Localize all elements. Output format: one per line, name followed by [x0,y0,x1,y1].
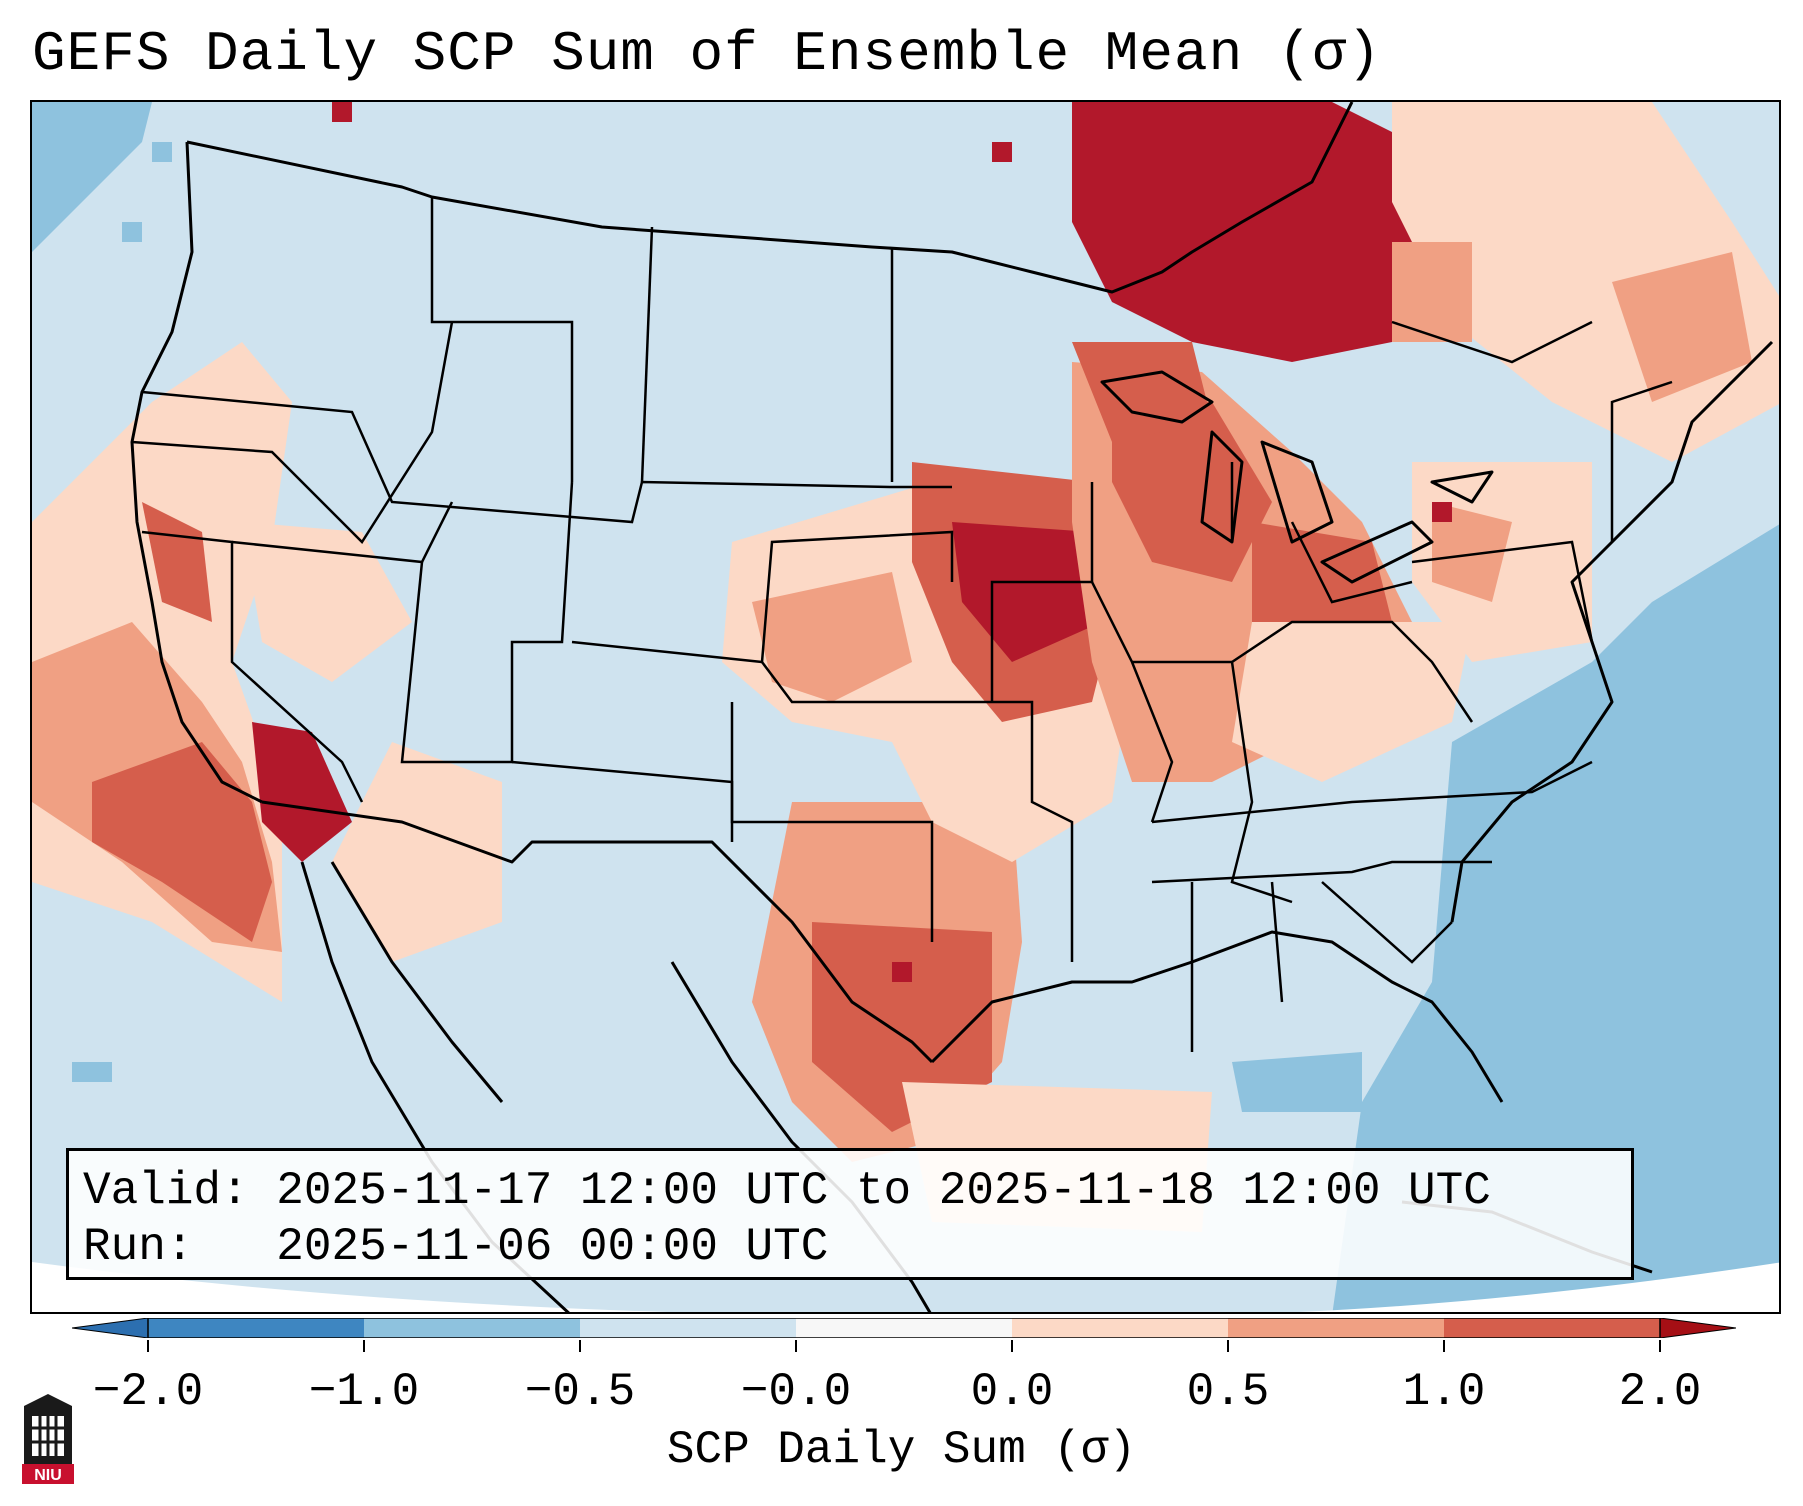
colorbar-tick-mark [579,1340,581,1352]
pixel [992,142,1012,162]
colorbar-tick-mark [363,1340,365,1352]
oklahoma-salmon [832,822,992,902]
colorbar-tick-label: 2.0 [1618,1366,1702,1418]
colorbar-tick-label: 0.0 [970,1366,1054,1418]
colorbar-segment-3 [796,1318,1012,1338]
pixel [152,142,172,162]
kansas-salmon [752,572,912,702]
great-basin-peach [242,522,412,682]
colorbar-outline [147,1318,1661,1338]
state-lines [131,197,1673,1052]
quebec-salmon [1392,242,1472,342]
iowa-darkred [952,522,1102,662]
maritime-salmon [1612,252,1752,402]
valid-run-box: Valid: 2025-11-17 12:00 UTC to 2025-11-1… [66,1148,1634,1280]
pixel [332,102,352,122]
map-panel [30,100,1781,1314]
pixel [122,222,142,242]
run-time: 2025-11-06 00:00 UTC [276,1221,829,1273]
colorbar-tick-mark [147,1340,149,1352]
colorbar [72,1318,1736,1338]
gulf-coast [930,930,1504,1103]
west-coast [130,141,263,804]
pixel [72,1062,112,1082]
gulf-of-california [330,861,504,1103]
colorbar-tick-label: 1.0 [1402,1366,1486,1418]
nevada-darkred [252,722,352,862]
lake-superior [1100,370,1214,424]
colorbar-tick-mark [795,1340,797,1352]
gulf-blue-patch [1232,1052,1362,1112]
niu-logo-text: NIU [34,1467,62,1484]
pixel [1152,282,1172,302]
colorbar-extend-right [1659,1318,1736,1338]
colorbar-ticks: −2.0 −1.0 −0.5 −0.0 0.0 0.5 1.0 2.0 [0,1340,1803,1418]
outside-domain-corner-right [1298,1262,1779,1312]
niu-logo-icon: NIU [22,1394,74,1484]
colorbar-label: SCP Daily Sum (σ) [666,1424,1137,1476]
colorbar-segment-5 [1228,1318,1444,1338]
norcal-red [142,502,212,622]
us-mexico-border [261,800,934,1064]
east-coast [1450,340,1774,923]
us-canada-border [186,102,1354,294]
scp-map [32,102,1779,1312]
pennsylvania-salmon [1432,502,1512,602]
lake-huron [1260,440,1334,544]
minnesota-red [1072,342,1212,442]
colorbar-segment-4 [1012,1318,1228,1338]
valid-label: Valid: [83,1165,249,1217]
colorbar-tick-label: 0.5 [1186,1366,1270,1418]
run-label: Run: [83,1221,194,1273]
colorbar-tick-label: −2.0 [92,1366,204,1418]
pixel [1432,502,1452,522]
colorbar-segment-6 [1444,1318,1660,1338]
colorbar-segment-1 [364,1318,580,1338]
atlantic-blue-area [1332,524,1779,1312]
texas-red [812,922,992,1132]
colorbar-segment-2 [580,1318,796,1338]
colorbar-tick-mark [1227,1340,1229,1352]
colorbar-tick-label: −0.0 [740,1366,852,1418]
pixel [892,962,912,982]
pacific-blue-area [32,102,152,252]
socal-red [92,742,272,942]
ohio-valley-peach [1232,622,1472,782]
colorbar-tick-mark [1011,1340,1013,1352]
lake-erie [1320,520,1434,584]
colorbar-tick-label: −0.5 [524,1366,636,1418]
colorbar-extend-left [72,1318,149,1338]
outside-domain-corner [32,1262,668,1312]
arizona-peach [332,742,502,962]
colorbar-tick-mark [1443,1340,1445,1352]
colorbar-segment-0 [148,1318,364,1338]
lake-ontario [1430,470,1494,504]
valid-time: 2025-11-17 12:00 UTC to 2025-11-18 12:00… [276,1165,1491,1217]
colorbar-tick-label: −1.0 [308,1366,420,1418]
chart-title: GEFS Daily SCP Sum of Ensemble Mean (σ) [32,22,1382,86]
colorbar-tick-mark [1659,1340,1661,1352]
